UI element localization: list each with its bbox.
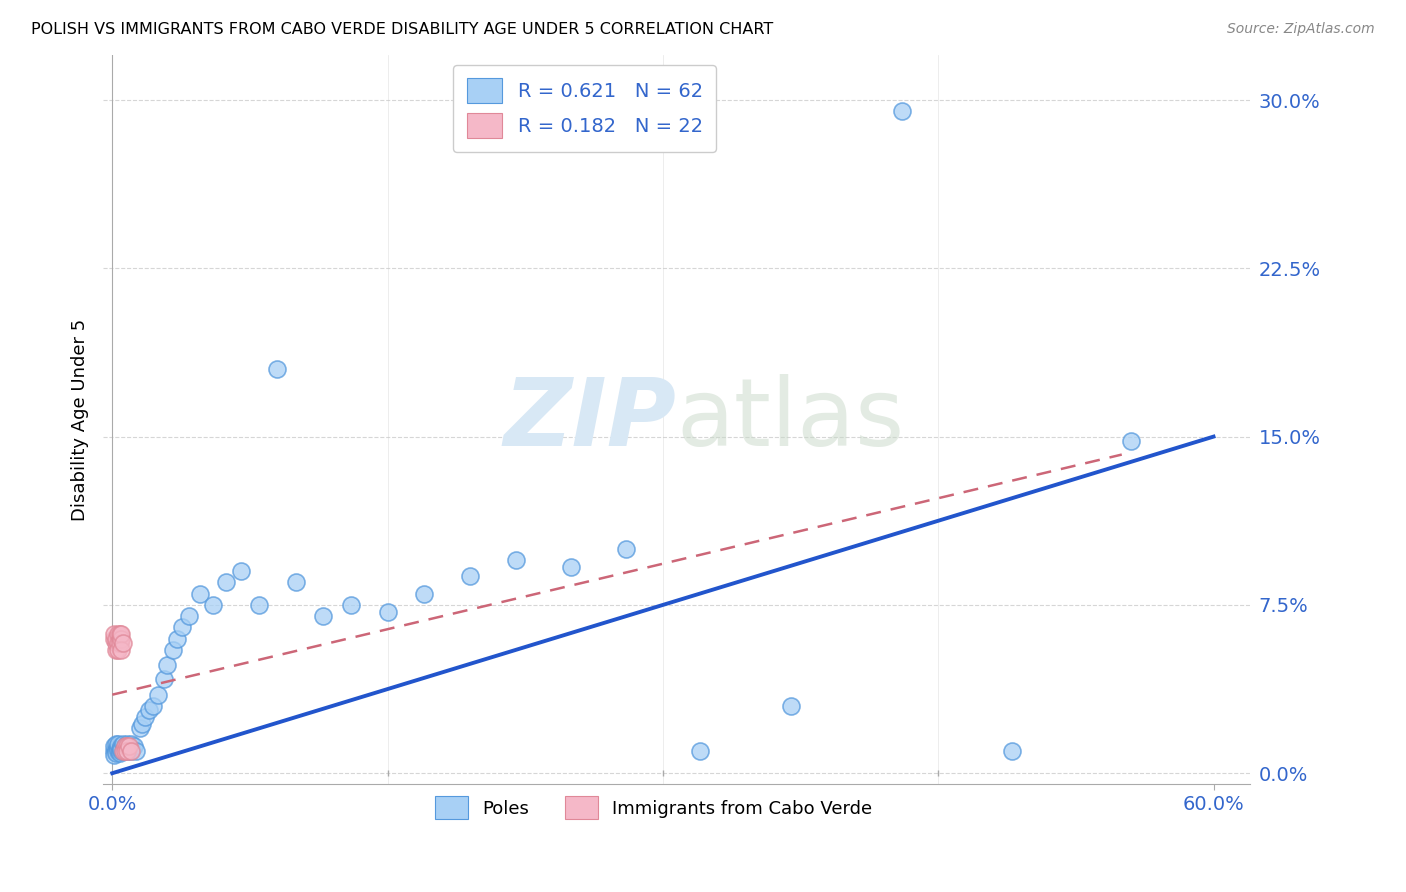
Point xyxy=(170,620,193,634)
Point xyxy=(120,737,142,751)
Point xyxy=(112,737,135,751)
Point xyxy=(115,739,138,754)
Point xyxy=(115,744,138,758)
Point xyxy=(108,746,131,760)
Point xyxy=(110,739,132,754)
Point xyxy=(124,739,146,754)
Point xyxy=(114,741,136,756)
Point xyxy=(112,744,135,758)
Point xyxy=(104,737,127,751)
Point xyxy=(107,741,129,756)
Point xyxy=(142,698,165,713)
Point xyxy=(780,698,803,713)
Point xyxy=(108,636,131,650)
Point xyxy=(162,642,184,657)
Point xyxy=(103,627,125,641)
Point xyxy=(134,710,156,724)
Point xyxy=(104,636,127,650)
Legend: Poles, Immigrants from Cabo Verde: Poles, Immigrants from Cabo Verde xyxy=(427,789,880,827)
Point xyxy=(104,741,127,756)
Point xyxy=(108,627,131,641)
Point xyxy=(114,739,136,754)
Point xyxy=(458,568,481,582)
Point xyxy=(103,748,125,763)
Point xyxy=(340,598,363,612)
Point xyxy=(114,744,136,758)
Point xyxy=(115,744,138,758)
Point xyxy=(312,609,335,624)
Point xyxy=(104,746,127,760)
Point xyxy=(108,632,131,646)
Point xyxy=(115,737,138,751)
Point xyxy=(107,642,129,657)
Point xyxy=(112,744,135,758)
Point xyxy=(110,744,132,758)
Point xyxy=(152,672,174,686)
Point xyxy=(120,744,142,758)
Point xyxy=(108,744,131,758)
Point xyxy=(120,744,142,758)
Point xyxy=(107,744,129,758)
Point xyxy=(156,658,179,673)
Point xyxy=(103,632,125,646)
Point xyxy=(110,627,132,641)
Point xyxy=(1001,744,1024,758)
Point xyxy=(1119,434,1142,449)
Point xyxy=(104,642,127,657)
Point xyxy=(148,688,170,702)
Point xyxy=(104,744,127,758)
Text: Source: ZipAtlas.com: Source: ZipAtlas.com xyxy=(1227,22,1375,37)
Point xyxy=(107,627,129,641)
Point xyxy=(118,739,141,754)
Text: ZIP: ZIP xyxy=(503,374,676,466)
Point xyxy=(128,722,150,736)
Point xyxy=(131,716,153,731)
Point xyxy=(284,575,307,590)
Point xyxy=(110,741,132,756)
Point xyxy=(104,632,127,646)
Point xyxy=(114,739,136,754)
Point xyxy=(614,541,637,556)
Point xyxy=(118,741,141,756)
Point xyxy=(166,632,188,646)
Point xyxy=(107,737,129,751)
Point xyxy=(215,575,238,590)
Point xyxy=(413,587,436,601)
Point xyxy=(110,642,132,657)
Point xyxy=(179,609,201,624)
Point xyxy=(890,104,912,119)
Point xyxy=(110,632,132,646)
Point xyxy=(689,744,711,758)
Point xyxy=(247,598,270,612)
Point xyxy=(266,362,288,376)
Text: atlas: atlas xyxy=(676,374,905,466)
Point xyxy=(190,587,212,601)
Point xyxy=(103,744,125,758)
Point xyxy=(505,553,527,567)
Point xyxy=(108,741,131,756)
Point xyxy=(202,598,225,612)
Point xyxy=(138,703,160,717)
Point xyxy=(229,564,252,578)
Point xyxy=(107,636,129,650)
Text: POLISH VS IMMIGRANTS FROM CABO VERDE DISABILITY AGE UNDER 5 CORRELATION CHART: POLISH VS IMMIGRANTS FROM CABO VERDE DIS… xyxy=(31,22,773,37)
Point xyxy=(107,739,129,754)
Point xyxy=(112,636,135,650)
Point xyxy=(103,739,125,754)
Point xyxy=(560,559,582,574)
Point xyxy=(125,744,148,758)
Point xyxy=(121,741,143,756)
Y-axis label: Disability Age Under 5: Disability Age Under 5 xyxy=(72,318,89,521)
Point xyxy=(377,605,399,619)
Point xyxy=(118,739,141,754)
